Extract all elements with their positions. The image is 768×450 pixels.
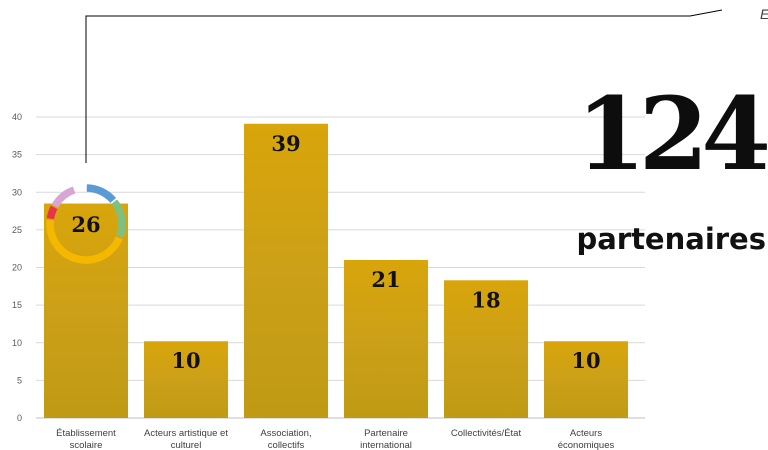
bar	[444, 280, 528, 418]
gridlines	[36, 116, 645, 419]
x-tick-label: économiques	[558, 440, 615, 450]
bar	[344, 259, 428, 418]
y-tick-label: 20	[12, 263, 22, 273]
x-tick-label: Partenaire	[364, 428, 408, 439]
donut-segment	[51, 186, 76, 209]
data-label: 26	[71, 212, 100, 237]
data-label: 39	[271, 131, 300, 156]
y-tick-label: 10	[12, 338, 22, 348]
y-axis: 0 5 10 15 20 25 30 35 40	[12, 112, 22, 423]
y-tick-label: 15	[12, 300, 22, 310]
x-tick-label: scolaire	[70, 440, 103, 450]
leader-line	[85, 9, 723, 163]
x-tick-label: Acteurs	[570, 428, 602, 439]
x-tick-label: international	[360, 440, 412, 450]
x-tick-label: Association,	[260, 428, 311, 439]
bars	[44, 123, 628, 419]
data-label: 21	[371, 267, 400, 292]
x-tick-label: culturel	[171, 440, 202, 450]
data-label: 10	[571, 348, 600, 373]
y-tick-label: 35	[12, 150, 22, 160]
y-tick-label: 0	[17, 413, 22, 423]
total-partners-value: 124	[576, 75, 768, 193]
x-tick-label: collectifs	[268, 440, 305, 450]
data-label: 10	[171, 348, 200, 373]
bar	[244, 123, 328, 419]
x-tick-label: Établissement	[56, 428, 116, 439]
donut-segment	[86, 184, 117, 204]
x-tick-label: Collectivités/État	[451, 428, 522, 439]
data-labels: 10 39 21 18 10	[171, 131, 600, 373]
data-label: 18	[471, 287, 500, 312]
y-tick-label: 25	[12, 225, 22, 235]
bar	[144, 341, 228, 418]
total-partners-label: partenaires	[576, 222, 766, 256]
donut-segment	[46, 219, 123, 264]
donut-segment	[111, 199, 126, 238]
bar	[544, 341, 628, 418]
corner-text: E	[760, 6, 768, 22]
y-tick-label: 5	[17, 375, 22, 385]
y-tick-label: 30	[12, 187, 22, 197]
x-tick-label: Acteurs artistique et	[144, 428, 228, 439]
y-tick-label: 40	[12, 112, 22, 122]
bar	[44, 203, 128, 418]
donut-segment	[46, 205, 58, 220]
donut-chart: 26	[46, 184, 126, 264]
